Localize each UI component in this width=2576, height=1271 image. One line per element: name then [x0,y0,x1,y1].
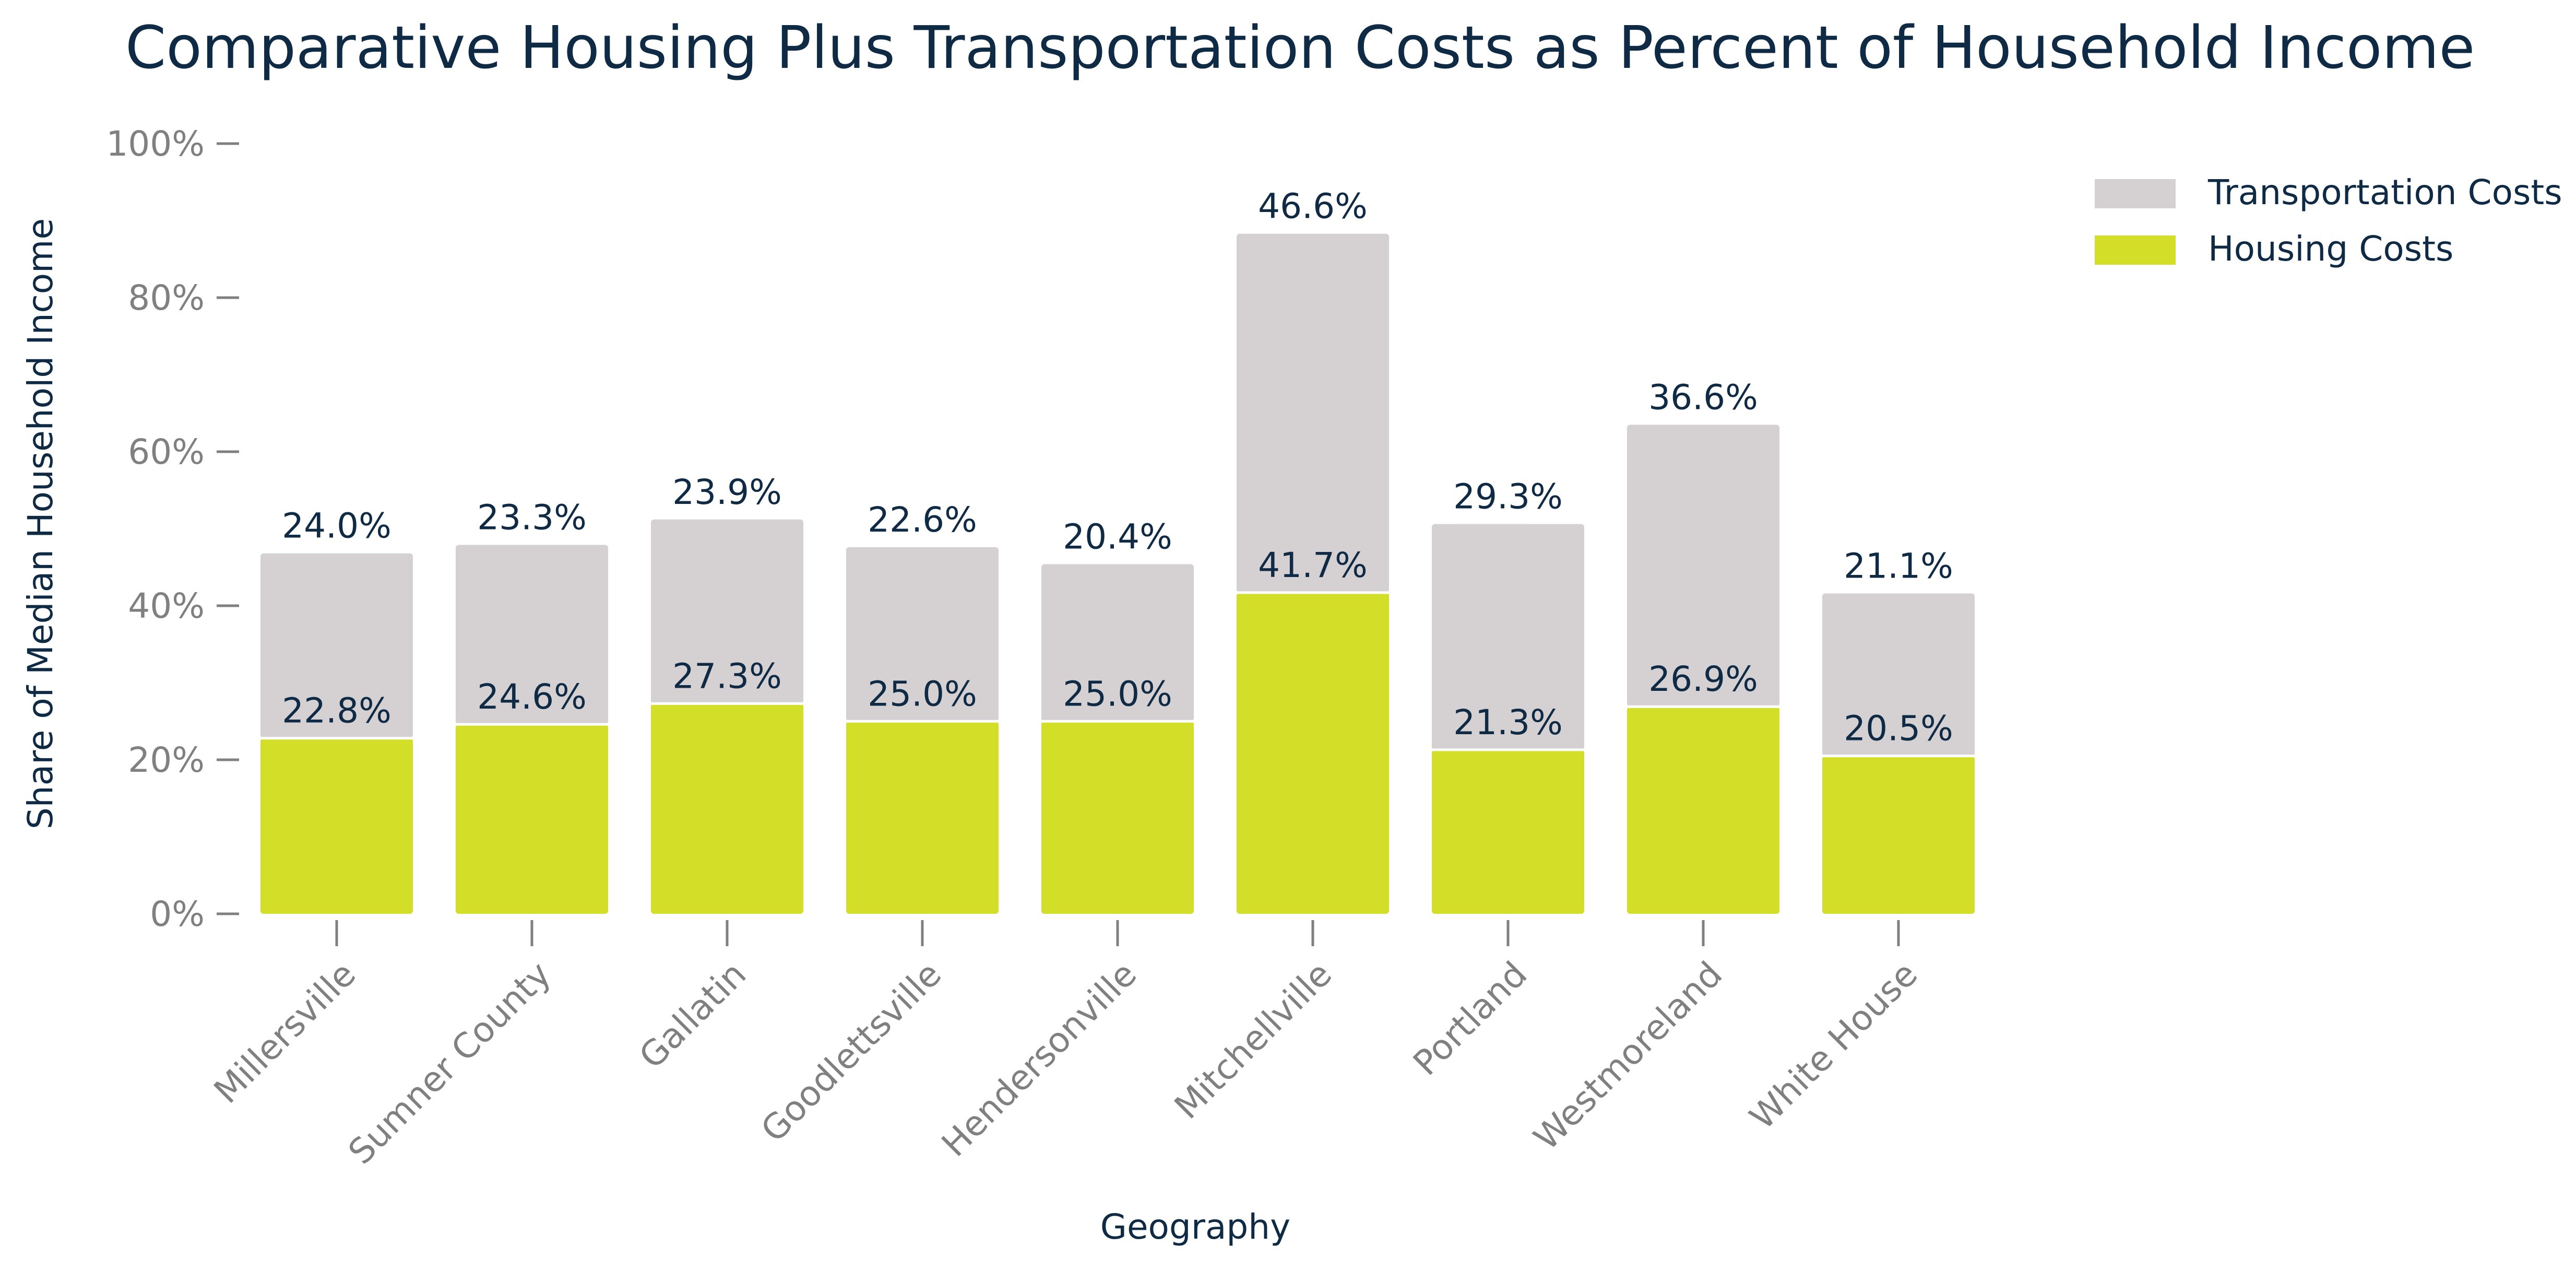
bar-transportation-costs [1627,425,1779,707]
data-label-housing: 41.7% [1258,545,1368,585]
x-tick-label: Millersville [206,954,363,1111]
data-label-transportation: 21.1% [1844,546,1953,586]
bar-housing-costs [1237,592,1389,914]
bar-housing-costs [846,721,999,914]
data-label-transportation: 23.9% [672,472,782,512]
bar-transportation-costs [1822,593,1975,756]
y-axis: 0% 20% 40% 60% 80% 100% [106,124,239,934]
x-tick-label: Sumner County [341,954,559,1172]
bar-transportation-costs [846,547,999,722]
bar-transportation-costs [456,545,608,725]
data-label-transportation: 22.6% [868,500,977,540]
y-axis-label: Share of Median Household Income [20,218,61,829]
x-tick-label: Hendersonville [934,954,1144,1164]
y-tick-label: 20% [128,740,205,780]
data-label-housing: 26.9% [1648,659,1758,699]
chart-title: Comparative Housing Plus Transportation … [125,14,2475,82]
data-label-transportation: 23.3% [477,497,587,537]
data-label-housing: 22.8% [282,691,391,731]
bar-housing-costs [651,703,803,914]
y-tick-label: 60% [128,432,205,472]
bar-housing-costs [1432,749,1584,914]
bar-transportation-costs [260,553,413,738]
x-tick-label: Goodlettsville [753,954,949,1150]
bar-housing-costs [260,738,413,914]
x-tick-label: Portland [1406,954,1535,1084]
y-tick-label: 80% [128,278,205,318]
legend-label: Transportation Costs [2207,172,2562,213]
data-label-housing: 24.6% [477,677,587,717]
data-label-transportation: 46.6% [1258,186,1368,227]
x-tick-label: White House [1742,954,1925,1137]
x-axis-label: Geography [1100,1207,1290,1247]
legend-label: Housing Costs [2208,229,2453,269]
x-tick-label: Westmoreland [1526,954,1730,1158]
bar-transportation-costs [1041,564,1194,722]
data-label-transportation: 36.6% [1648,377,1758,417]
data-label-housing: 25.0% [868,674,977,714]
bar-transportation-costs [1432,524,1584,750]
bar-transportation-costs [651,519,803,704]
y-tick-label: 40% [128,586,205,626]
bar-transportation-costs [1237,233,1389,593]
data-label-transportation: 29.3% [1453,477,1563,517]
data-label-housing: 27.3% [672,656,782,696]
legend-swatch [2095,179,2176,208]
bar-housing-costs [1822,756,1975,914]
bar-housing-costs [1041,721,1194,914]
bars-group: 24.0% 22.8% 23.3% 24.6% 23.9% 27.3% 22.6% 25.0%… [260,186,1975,914]
data-label-transportation: 20.4% [1063,516,1172,557]
y-tick-label: 0% [150,894,205,934]
data-label-housing: 20.5% [1844,709,1953,749]
y-tick-label: 100% [106,124,205,164]
data-label-transportation: 24.0% [282,506,391,546]
data-label-housing: 21.3% [1453,702,1563,743]
bar-housing-costs [1627,707,1779,914]
x-tick-label: Mitchellville [1167,954,1339,1127]
data-label-housing: 25.0% [1063,674,1172,714]
legend: Transportation Costs Housing Costs [2095,172,2562,269]
bar-housing-costs [456,724,608,914]
legend-swatch [2095,236,2176,265]
x-tick-label: Gallatin [632,954,754,1077]
